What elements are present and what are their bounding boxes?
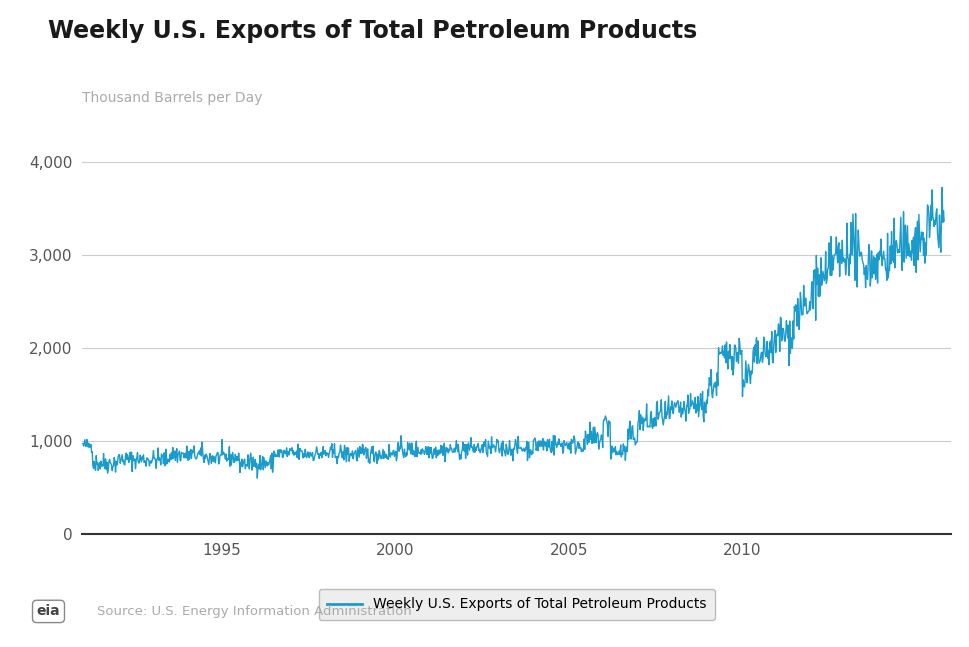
Text: Weekly U.S. Exports of Total Petroleum Products: Weekly U.S. Exports of Total Petroleum P… <box>48 19 697 43</box>
Text: Source: U.S. Energy Information Administration: Source: U.S. Energy Information Administ… <box>97 605 411 618</box>
Text: Thousand Barrels per Day: Thousand Barrels per Day <box>82 91 263 105</box>
Text: eia: eia <box>37 604 60 619</box>
Legend: Weekly U.S. Exports of Total Petroleum Products: Weekly U.S. Exports of Total Petroleum P… <box>318 589 714 620</box>
